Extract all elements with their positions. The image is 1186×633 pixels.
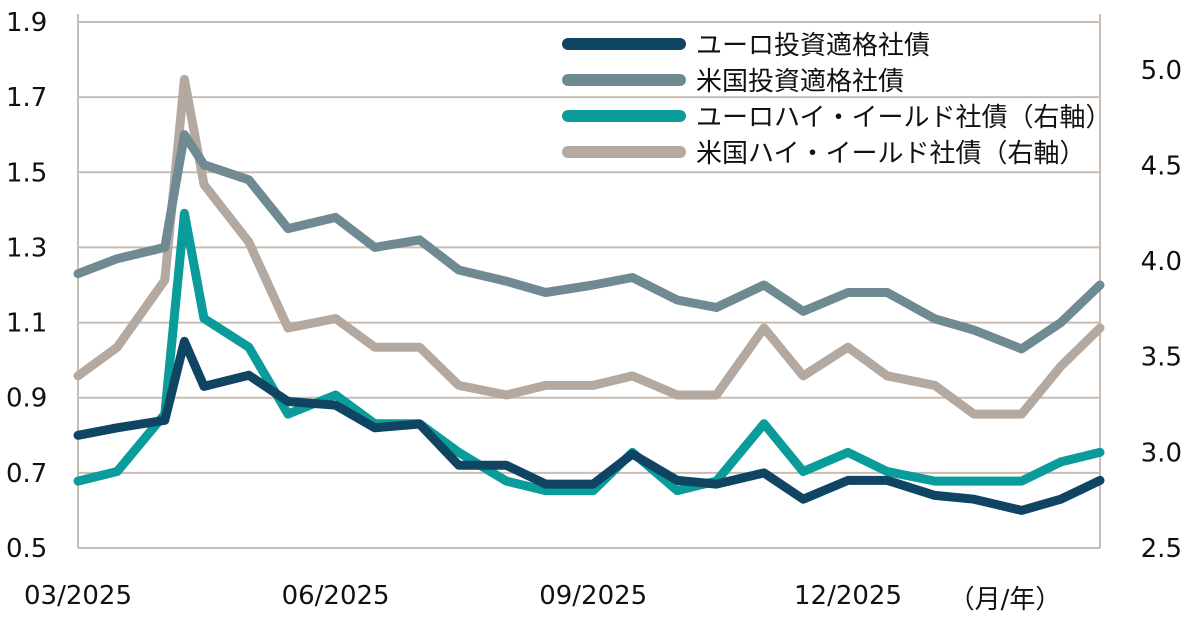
left-axis-ticks: 0.5 0.7 0.9 1.1 1.3 1.5 1.7 1.9 <box>6 8 47 564</box>
legend-label: ユーロハイ・イールド社債（右軸） <box>696 103 1111 133</box>
series-line <box>73 74 1105 419</box>
left-tick-label: 0.7 <box>6 459 47 489</box>
right-tick-label: 3.0 <box>1141 438 1182 468</box>
legend-label: 米国投資適格社債 <box>696 67 904 97</box>
x-axis-unit-label: （月/年） <box>949 585 1062 615</box>
right-tick-label: 5.0 <box>1141 56 1182 86</box>
right-tick-label: 2.5 <box>1141 534 1182 564</box>
x-tick-label: 03/2025 <box>24 581 132 611</box>
legend-label: 米国ハイ・イールド社債（右軸） <box>696 139 1085 169</box>
left-tick-label: 0.5 <box>6 534 47 564</box>
left-tick-label: 1.5 <box>6 158 47 188</box>
plot-frame <box>77 14 1101 548</box>
right-axis-ticks: 2.5 3.0 3.5 4.0 4.5 5.0 <box>1141 56 1182 564</box>
legend-entry: ユーロ投資適格社債 <box>562 31 930 61</box>
x-tick-label: 09/2025 <box>539 581 647 611</box>
legend-entry: 米国ハイ・イールド社債（右軸） <box>562 139 1085 169</box>
series-line <box>73 208 1105 496</box>
series-line <box>73 336 1105 515</box>
right-tick-label: 3.5 <box>1141 343 1182 373</box>
left-tick-label: 1.1 <box>6 309 47 339</box>
legend-label: ユーロ投資適格社債 <box>696 31 930 61</box>
series-line <box>73 130 1105 354</box>
x-tick-label: 06/2025 <box>282 581 390 611</box>
left-tick-label: 1.7 <box>6 83 47 113</box>
left-tick-label: 1.3 <box>6 233 47 263</box>
right-tick-label: 4.5 <box>1141 151 1182 181</box>
legend-entry: ユーロハイ・イールド社債（右軸） <box>562 103 1111 133</box>
series-lines <box>73 74 1105 515</box>
x-tick-label: 12/2025 <box>794 581 902 611</box>
right-tick-label: 4.0 <box>1141 247 1182 277</box>
left-tick-label: 1.9 <box>6 8 47 38</box>
x-axis-ticks: 03/2025 06/2025 09/2025 12/2025 <box>24 581 902 611</box>
left-tick-label: 0.9 <box>6 384 47 414</box>
legend-entry: 米国投資適格社債 <box>562 67 904 97</box>
